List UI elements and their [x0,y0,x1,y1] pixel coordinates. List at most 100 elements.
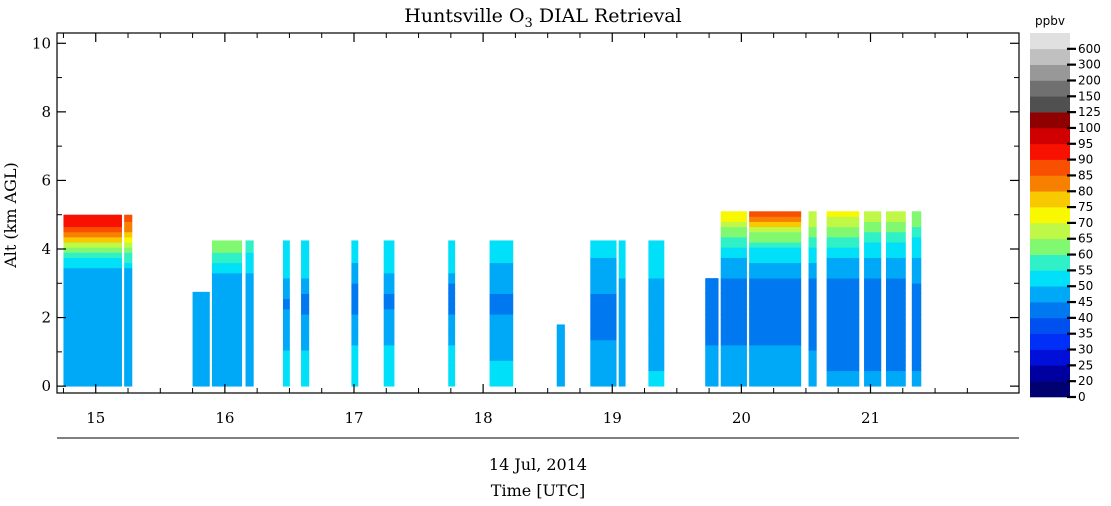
heatmap-cell [791,221,797,228]
heatmap-cell [124,370,129,377]
heatmap-cell [112,298,118,305]
heatmap-cell [508,252,514,258]
heatmap-cell [854,365,860,372]
heatmap-cell [916,252,922,258]
heatmap-cell [648,278,654,284]
heatmap-cell [220,247,226,253]
heatmap-cell [772,345,778,351]
heatmap-cell [808,303,813,310]
heatmap-cell [658,262,665,269]
heatmap-cell [916,375,922,382]
heatmap-cell [900,257,906,264]
heatmap-cell [81,375,87,382]
heatmap-cell [618,381,626,387]
heatmap-cell [648,370,654,377]
heatmap-cell [753,365,759,372]
heatmap-cell [854,298,860,305]
heatmap-cell [85,355,91,361]
heatmap-cell [224,267,230,274]
heatmap-cell [648,283,654,289]
heatmap-cell [72,278,78,284]
heatmap-cell [237,288,243,294]
heatmap-cell [890,355,897,361]
heatmap-cell [594,242,600,248]
heatmap-cell [494,247,500,253]
heatmap-cell [729,319,735,325]
heatmap-cell [737,273,743,279]
heatmap-cell [598,262,604,269]
heatmap-cell [900,216,906,222]
heatmap-cell [849,257,855,264]
heatmap-cell [301,303,306,310]
colorbar-swatch [1030,159,1070,176]
heatmap-cell [63,231,69,238]
heatmap-cell [112,278,118,284]
heatmap-cell [772,309,778,315]
heatmap-cell [733,257,739,264]
heatmap-cell [763,242,769,248]
heatmap-cell [849,319,855,325]
heatmap-cell [94,237,100,243]
heatmap-cell [876,288,882,294]
heatmap-cell [498,262,504,269]
heatmap-cell [826,319,832,325]
heatmap-cell [103,375,109,382]
heatmap-cell [94,262,100,269]
heatmap-cell [753,298,759,305]
heatmap-cell [854,303,860,310]
heatmap-cell [868,350,873,356]
heatmap-cell [742,288,747,294]
heatmap-cell [831,283,837,289]
heatmap-cell [192,298,198,305]
heatmap-cell [720,252,726,258]
heatmap-cell [733,283,739,289]
heatmap-cell [117,309,122,315]
heatmap-cell [598,298,604,305]
heatmap-cell [220,375,226,382]
heatmap-cell [900,226,906,233]
x-axis-date-label: 14 Jul, 2014 [489,455,587,474]
heatmap-cell [228,324,234,330]
heatmap-cell [786,355,792,361]
heatmap-cell [72,262,78,269]
y-tick-label: 2 [41,309,51,327]
heatmap-cell [72,345,78,351]
heatmap-cell [598,242,604,248]
heatmap-cell [763,216,769,222]
heatmap-cell [128,319,133,325]
heatmap-cell [103,339,109,346]
heatmap-cell [351,329,359,336]
heatmap-cell [772,334,778,341]
heatmap-cell [900,237,906,243]
heatmap-cell [108,303,114,310]
heatmap-cell [758,345,764,351]
heatmap-cell [720,283,726,289]
heatmap-cell [868,262,873,269]
heatmap-cell [840,211,846,217]
heatmap-cell [895,237,901,243]
y-tick-label: 6 [41,171,51,189]
heatmap-cell [76,278,82,284]
heatmap-cell [713,324,719,330]
heatmap-cell [124,355,129,361]
heatmap-cell [872,226,878,233]
heatmap-cell [503,350,509,356]
heatmap-cell [831,267,837,274]
heatmap-cell [900,247,906,253]
heatmap-cell [890,293,897,300]
heatmap-cell [781,257,788,264]
heatmap-cell [81,252,87,258]
heatmap-cell [63,221,69,228]
heatmap-cell [868,370,873,377]
heatmap-cell [720,319,726,325]
heatmap-cell [598,360,604,366]
heatmap-cell [85,293,91,300]
heatmap-cell [237,283,243,289]
heatmap-cell [737,360,743,366]
heatmap-cell [709,370,715,377]
heatmap-cell [826,221,832,228]
heatmap-cell [560,339,565,346]
heatmap-cell [835,231,841,238]
heatmap-cell [67,345,73,351]
